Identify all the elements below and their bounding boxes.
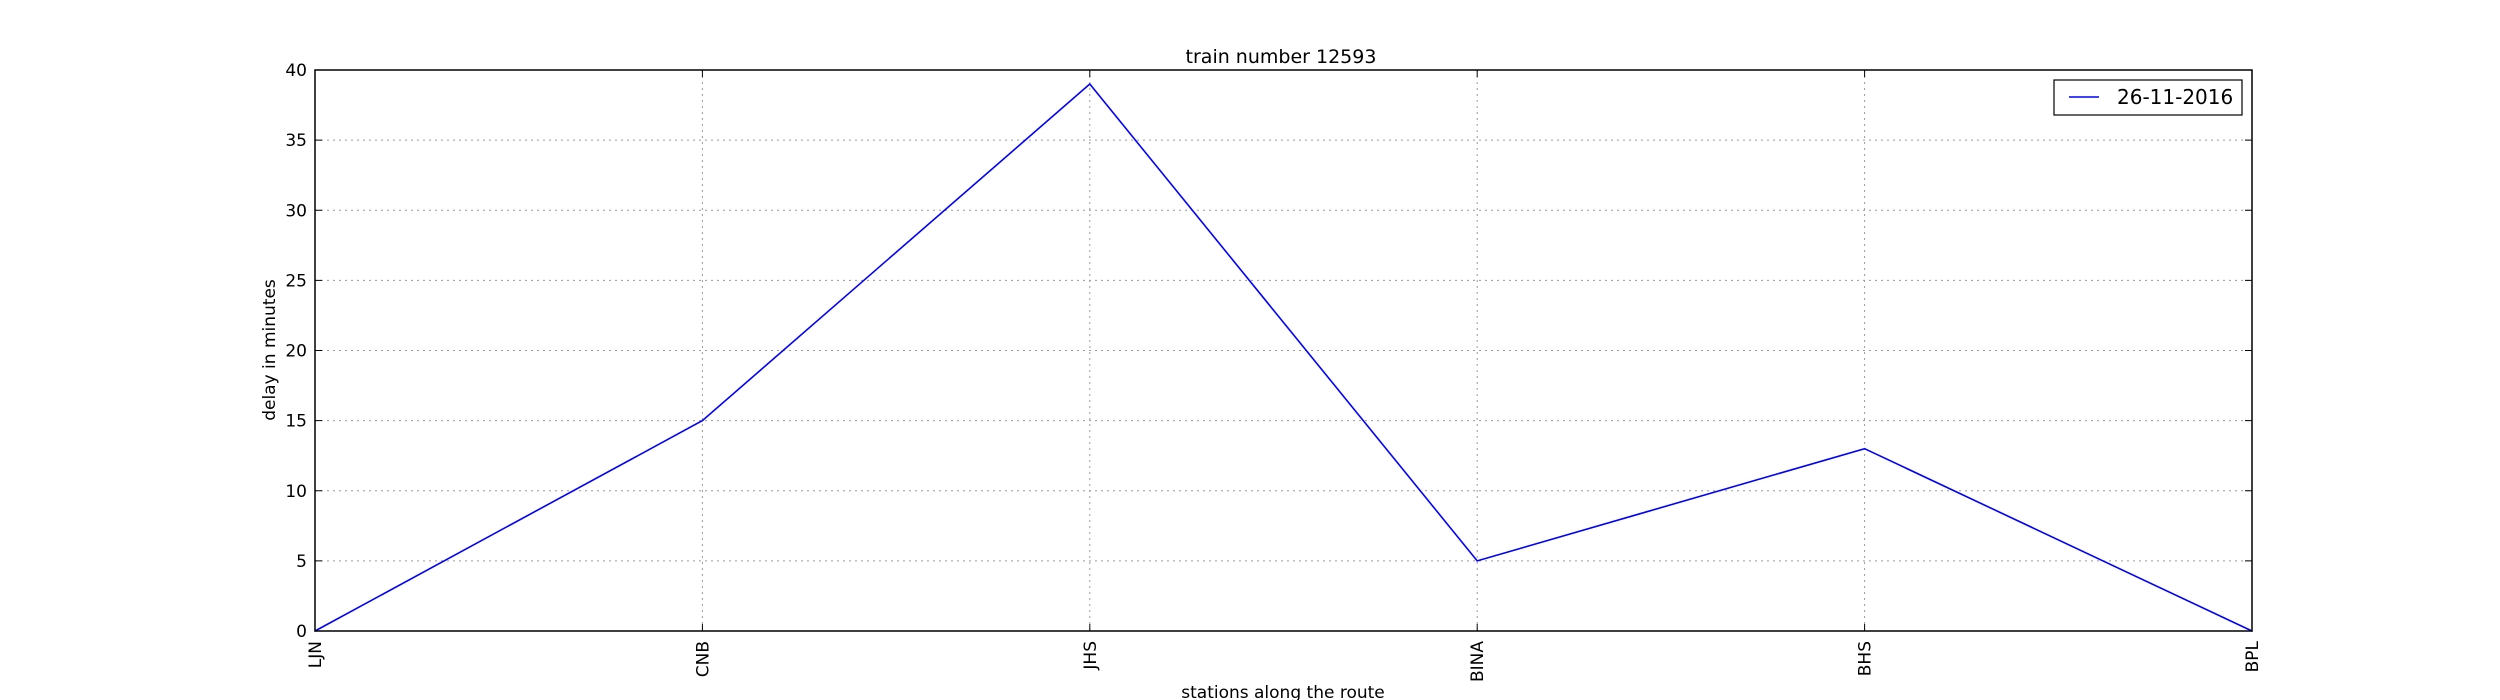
- x-tick-label-BHS: BHS: [1856, 641, 1876, 676]
- y-tick-label-15: 15: [285, 412, 307, 432]
- y-tick-label-30: 30: [285, 201, 307, 221]
- y-axis-label: delay in minutes: [260, 279, 280, 421]
- y-tick-label-10: 10: [285, 482, 307, 502]
- x-tick-label-LJN: LJN: [306, 641, 326, 668]
- grid-layer: [315, 70, 2252, 631]
- x-axis-label: stations along the route: [1181, 683, 1385, 700]
- y-tick-label-40: 40: [285, 61, 307, 81]
- chart-title: train number 12593: [1186, 46, 1377, 68]
- data-point-BINA: [1476, 560, 1478, 562]
- tick-layer: 0 5 10 15 20 25 30 35 40 LJN CNB JHS BINA BHS BPL: [285, 61, 2263, 682]
- y-tick-label-20: 20: [285, 342, 307, 362]
- x-tick-label-CNB: CNB: [693, 641, 713, 677]
- series-line-0: [314, 82, 2253, 632]
- data-point-JHS: [1089, 83, 1091, 85]
- y-tick-label-5: 5: [296, 552, 307, 572]
- data-point-CNB: [701, 419, 704, 422]
- plot-frame: [314, 69, 2253, 632]
- y-tick-label-25: 25: [285, 271, 307, 291]
- y-tick-label-35: 35: [285, 131, 307, 151]
- legend-entry-26-11-2016: 26-11-2016: [2117, 85, 2233, 109]
- y-tick-label-0: 0: [296, 622, 307, 642]
- x-tick-label-BINA: BINA: [1468, 641, 1488, 682]
- legend: 26-11-2016: [2053, 79, 2243, 116]
- x-tick-label-BPL: BPL: [2243, 640, 2263, 672]
- data-point-BHS: [1863, 447, 1866, 450]
- x-tick-label-JHS: JHS: [1081, 641, 1101, 671]
- series-layer: [314, 82, 2253, 632]
